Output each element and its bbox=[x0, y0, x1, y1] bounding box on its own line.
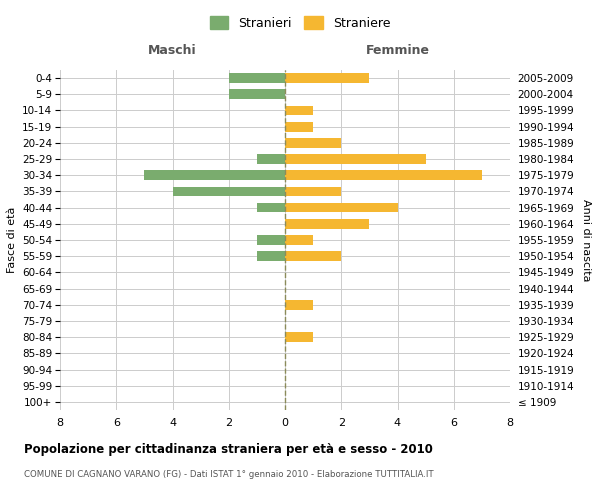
Bar bbox=[257, 154, 285, 164]
Y-axis label: Anni di nascita: Anni di nascita bbox=[581, 198, 591, 281]
Bar bbox=[285, 219, 370, 228]
Bar bbox=[257, 235, 285, 245]
Text: Maschi: Maschi bbox=[148, 44, 197, 57]
Bar bbox=[257, 203, 285, 212]
Bar bbox=[173, 186, 285, 196]
Bar bbox=[145, 170, 285, 180]
Bar bbox=[285, 235, 313, 245]
Bar bbox=[285, 138, 341, 147]
Bar bbox=[285, 106, 313, 116]
Text: COMUNE DI CAGNANO VARANO (FG) - Dati ISTAT 1° gennaio 2010 - Elaborazione TUTTIT: COMUNE DI CAGNANO VARANO (FG) - Dati IST… bbox=[24, 470, 434, 479]
Bar bbox=[285, 252, 341, 261]
Bar bbox=[285, 203, 398, 212]
Y-axis label: Fasce di età: Fasce di età bbox=[7, 207, 17, 273]
Bar bbox=[285, 300, 313, 310]
Bar bbox=[285, 73, 370, 83]
Bar bbox=[285, 332, 313, 342]
Bar bbox=[229, 73, 285, 83]
Bar bbox=[285, 186, 341, 196]
Text: Femmine: Femmine bbox=[365, 44, 430, 57]
Bar bbox=[285, 170, 482, 180]
Text: Popolazione per cittadinanza straniera per età e sesso - 2010: Popolazione per cittadinanza straniera p… bbox=[24, 442, 433, 456]
Legend: Stranieri, Straniere: Stranieri, Straniere bbox=[205, 11, 395, 35]
Bar bbox=[285, 122, 313, 132]
Bar bbox=[257, 252, 285, 261]
Bar bbox=[285, 154, 425, 164]
Bar bbox=[229, 90, 285, 99]
